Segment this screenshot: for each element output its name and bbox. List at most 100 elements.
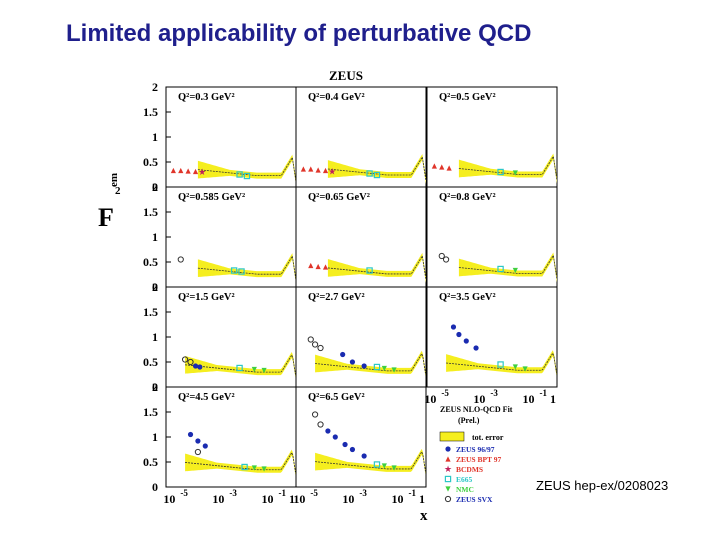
data-point [381, 463, 387, 469]
data-point [325, 428, 331, 434]
panel-3: Q²=0.5 GeV² [426, 86, 558, 188]
fit-curve [197, 156, 297, 182]
legend-entry: ZEUS SVX [456, 495, 493, 504]
data-point [251, 366, 257, 373]
panel-11: Q²=6.5 GeV² [295, 386, 427, 488]
legend-entry: E665 [456, 475, 473, 484]
x-tick-label: 10 [391, 492, 403, 506]
data-point [349, 446, 356, 453]
x-axis-label: x [420, 508, 428, 524]
y-axis-label: F 2 em [98, 173, 121, 232]
legend-band-swatch [439, 431, 465, 442]
data-point [332, 434, 338, 440]
legend-marker [445, 446, 451, 452]
data-point [251, 465, 257, 471]
panel-label: Q²=0.4 GeV² [308, 92, 365, 103]
y-tick-label: 0 [152, 480, 158, 494]
y-tick-label: 0.5 [143, 155, 158, 169]
data-point [456, 331, 462, 338]
data-point [463, 338, 469, 344]
series-e665 [230, 168, 504, 471]
data-point [317, 421, 324, 428]
data-point [442, 256, 450, 263]
data-point [243, 172, 251, 180]
y-tick-label: 1 [152, 330, 158, 344]
legend-marker [444, 475, 452, 483]
y-tick-label: 2 [152, 80, 158, 94]
y-tick-label: 1 [152, 130, 158, 144]
series-zeus-bpt-97 [170, 163, 452, 270]
data-point [381, 365, 387, 372]
panel-label: Q²=0.5 GeV² [439, 92, 496, 103]
panel-label: Q²=0.585 GeV² [178, 192, 245, 203]
x-tick-label: 10 [342, 492, 354, 506]
y-tick-label: 0.5 [143, 255, 158, 269]
y-tick-label: 0 [152, 280, 158, 294]
y-tick-label: 1.5 [143, 105, 158, 119]
panel-label: Q²=2.7 GeV² [308, 292, 365, 303]
legend-marker: ★ [444, 464, 452, 474]
x-tick-label: 10 [424, 392, 436, 406]
data-point [342, 441, 348, 448]
panel-label: Q²=4.5 GeV² [178, 392, 235, 403]
fit-error-band [197, 154, 296, 185]
x-tick-label: 1 [550, 392, 556, 406]
fit-curve [446, 352, 557, 373]
fit-error-band [458, 252, 557, 283]
legend-entry: ZEUS BPT 97 [456, 455, 502, 464]
x-tick-label: 1 [289, 492, 295, 506]
y-tick-label: 2 [152, 180, 158, 194]
data-point [512, 267, 518, 274]
data-point [366, 267, 373, 274]
series-zeus-96-97 [187, 324, 479, 459]
data-point [391, 367, 397, 373]
data-point [311, 341, 319, 348]
y-label-sub: 2 [115, 185, 121, 197]
data-point [192, 363, 199, 369]
panel-label: Q²=0.65 GeV² [308, 192, 370, 203]
data-point [512, 170, 518, 176]
data-point [361, 453, 367, 459]
fit-error-band [185, 449, 296, 476]
data-point [322, 264, 329, 270]
x-tick-exponent: -3 [229, 488, 237, 498]
data-point [373, 461, 381, 468]
legend-title: ZEUS NLO-QCD Fit [440, 405, 513, 414]
data-point [187, 431, 194, 438]
panel-1: Q²=0.3 GeV² [165, 86, 297, 188]
data-point [261, 466, 267, 472]
fit-error-band [327, 252, 426, 283]
fit-error-band [315, 350, 426, 377]
legend-entry: ZEUS 96/97 [456, 445, 495, 454]
data-point [349, 359, 356, 365]
x-tick-label: 10 [261, 492, 273, 506]
panel-6: Q²=0.8 GeV² [426, 186, 558, 288]
data-point [497, 265, 504, 273]
x-tick-exponent: -3 [359, 488, 367, 498]
data-point [308, 166, 314, 172]
y-tick-label: 1.5 [143, 205, 158, 219]
data-point [366, 170, 373, 177]
legend: ZEUS NLO-QCD Fit (Prel.) tot. error ZEUS 96… [439, 405, 513, 504]
data-point [450, 324, 457, 330]
data-point [197, 364, 203, 370]
x-tick-label: 1 [419, 492, 425, 506]
slide-title: Limited applicability of perturbative QC… [66, 20, 532, 47]
fit-error-band [327, 153, 426, 184]
panel-10: Q²=4.5 GeV² [165, 386, 297, 488]
data-point [178, 167, 184, 174]
fit-curve [315, 352, 426, 374]
data-point [322, 167, 329, 174]
data-point [373, 363, 381, 371]
x-tick-exponent: -3 [490, 388, 498, 398]
data-point [195, 438, 201, 444]
data-point [236, 171, 243, 178]
panel-7: Q²=1.5 GeV² [165, 286, 297, 388]
y-tick-label: 1.5 [143, 305, 158, 319]
legend-marker [445, 456, 451, 462]
x-tick-exponent: -1 [408, 488, 416, 498]
y-tick-label: 2 [152, 280, 158, 294]
data-point [439, 164, 445, 170]
panel-label: Q²=1.5 GeV² [178, 292, 235, 303]
data-point [185, 168, 191, 174]
